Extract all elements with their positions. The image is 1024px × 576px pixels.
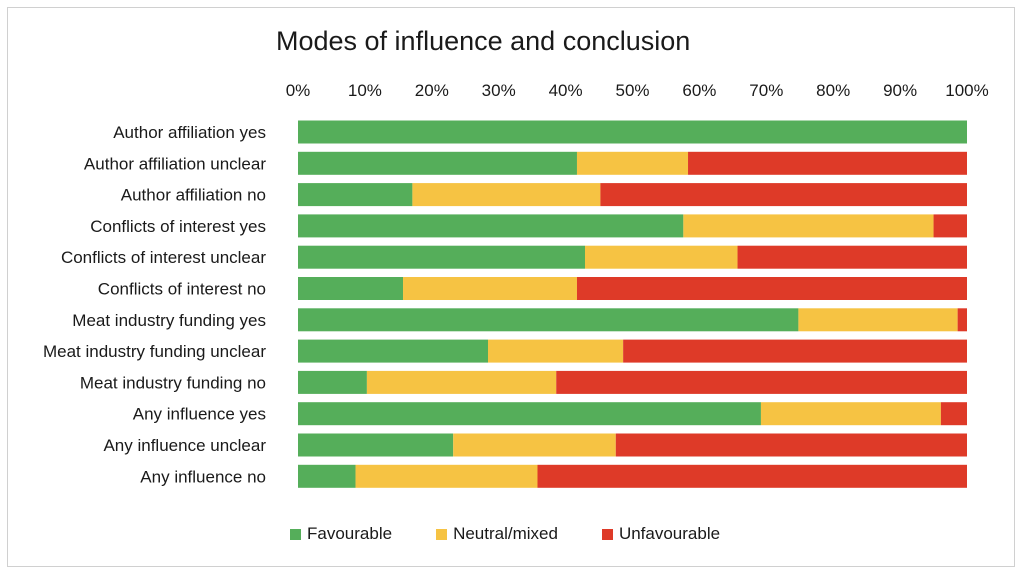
x-tick-label: 50% — [615, 81, 649, 100]
category-label: Meat industry funding yes — [72, 311, 266, 330]
bar-segment-favourable — [298, 183, 413, 207]
legend-label: Favourable — [307, 524, 393, 543]
x-tick-label: 30% — [482, 81, 516, 100]
bar-segment-neutral-mixed — [366, 370, 557, 394]
bar-segment-neutral-mixed — [403, 277, 577, 300]
bar-segment-neutral-mixed — [487, 339, 624, 363]
x-tick-label: 60% — [682, 81, 716, 100]
bar-segment-favourable — [298, 370, 367, 394]
x-axis-ticks: 0% 10% 20% 30% 40% 50% 60% 70% 80% 90% 100% — [286, 81, 989, 100]
bar-segment-favourable — [298, 120, 967, 144]
bars — [298, 120, 967, 488]
legend-item: Favourable — [290, 524, 392, 544]
legend-swatch — [290, 528, 301, 540]
bar-segment-unfavourable — [688, 151, 967, 175]
bar-segment-unfavourable — [623, 339, 967, 363]
bar-segment-unfavourable — [940, 402, 967, 426]
y-axis-labels: Author affiliation yes Author affiliation… — [43, 123, 266, 486]
category-label: Author affiliation yes — [113, 123, 266, 142]
bar-segment-neutral-mixed — [412, 183, 601, 207]
bar-segment-favourable — [298, 214, 684, 238]
x-tick-label: 100% — [945, 81, 988, 100]
x-tick-label: 90% — [883, 81, 917, 100]
category-label: Author affiliation unclear — [84, 154, 266, 173]
bar-segment-favourable — [298, 402, 761, 426]
x-tick-label: 70% — [749, 81, 783, 100]
bar-segment-neutral-mixed — [355, 464, 538, 488]
bar-segment-neutral-mixed — [585, 245, 738, 269]
category-label: Conflicts of interest unclear — [61, 248, 266, 267]
bar-segment-favourable — [298, 464, 356, 488]
bar-segment-favourable — [298, 277, 404, 300]
bar-segment-unfavourable — [576, 277, 967, 300]
legend-label: Unfavourable — [618, 524, 721, 543]
bar-segment-favourable — [298, 433, 454, 457]
bar-segment-favourable — [298, 245, 586, 269]
bar-segment-unfavourable — [615, 433, 967, 457]
bar-segment-favourable — [298, 151, 577, 175]
x-tick-label: 40% — [549, 81, 583, 100]
bar-segment-neutral-mixed — [576, 151, 689, 175]
x-tick-label: 20% — [415, 81, 449, 100]
bar-segment-unfavourable — [556, 370, 967, 394]
bar-segment-neutral-mixed — [683, 214, 934, 238]
x-tick-label: 10% — [348, 81, 382, 100]
legend-item: Unfavourable — [601, 524, 721, 544]
bar-segment-favourable — [298, 339, 488, 363]
category-label: Conflicts of interest no — [98, 280, 266, 299]
category-label: Meat industry funding no — [80, 373, 266, 392]
bar-segment-favourable — [298, 308, 799, 332]
category-label: Any influence unclear — [103, 436, 266, 455]
bar-segment-unfavourable — [933, 214, 967, 238]
legend-item: Neutral/mixed — [436, 524, 558, 544]
bar-segment-neutral-mixed — [453, 433, 616, 457]
bar-segment-unfavourable — [737, 245, 967, 269]
category-label: Any influence no — [140, 467, 266, 486]
bar-segment-unfavourable — [600, 183, 967, 207]
bar-segment-unfavourable — [957, 308, 967, 332]
x-tick-label: 0% — [286, 81, 311, 100]
chart-title: Modes of influence and conclusion — [276, 26, 691, 56]
x-tick-label: 80% — [816, 81, 850, 100]
legend: Favourable Neutral/mixed Unfavourable — [290, 524, 764, 544]
category-label: Conflicts of interest yes — [90, 217, 266, 236]
legend-swatch — [601, 528, 613, 540]
bar-segment-unfavourable — [537, 464, 967, 488]
category-label: Any influence yes — [133, 405, 266, 424]
category-label: Meat industry funding unclear — [43, 342, 266, 361]
bar-segment-neutral-mixed — [798, 308, 958, 332]
category-label: Author affiliation no — [121, 186, 266, 205]
legend-label: Neutral/mixed — [453, 524, 558, 543]
bar-segment-neutral-mixed — [760, 402, 941, 426]
legend-swatch — [436, 528, 448, 540]
